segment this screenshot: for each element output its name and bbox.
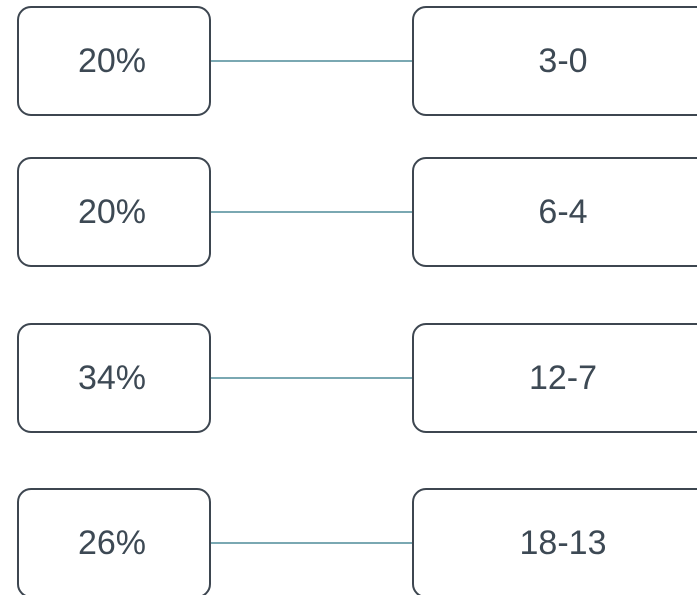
left-label: 26% xyxy=(78,524,146,562)
left-box xyxy=(17,323,211,433)
left-label: 20% xyxy=(78,193,146,231)
right-box xyxy=(412,157,697,267)
right-label: 18-13 xyxy=(520,524,607,562)
left-box xyxy=(17,488,211,595)
left-box xyxy=(17,6,211,116)
right-box xyxy=(412,6,697,116)
left-box xyxy=(17,157,211,267)
left-label: 34% xyxy=(78,359,146,397)
right-box xyxy=(412,323,697,433)
right-label: 6-4 xyxy=(538,193,587,231)
right-box xyxy=(412,488,697,595)
right-label: 12-7 xyxy=(529,359,597,397)
right-label: 3-0 xyxy=(538,42,587,80)
left-label: 20% xyxy=(78,42,146,80)
